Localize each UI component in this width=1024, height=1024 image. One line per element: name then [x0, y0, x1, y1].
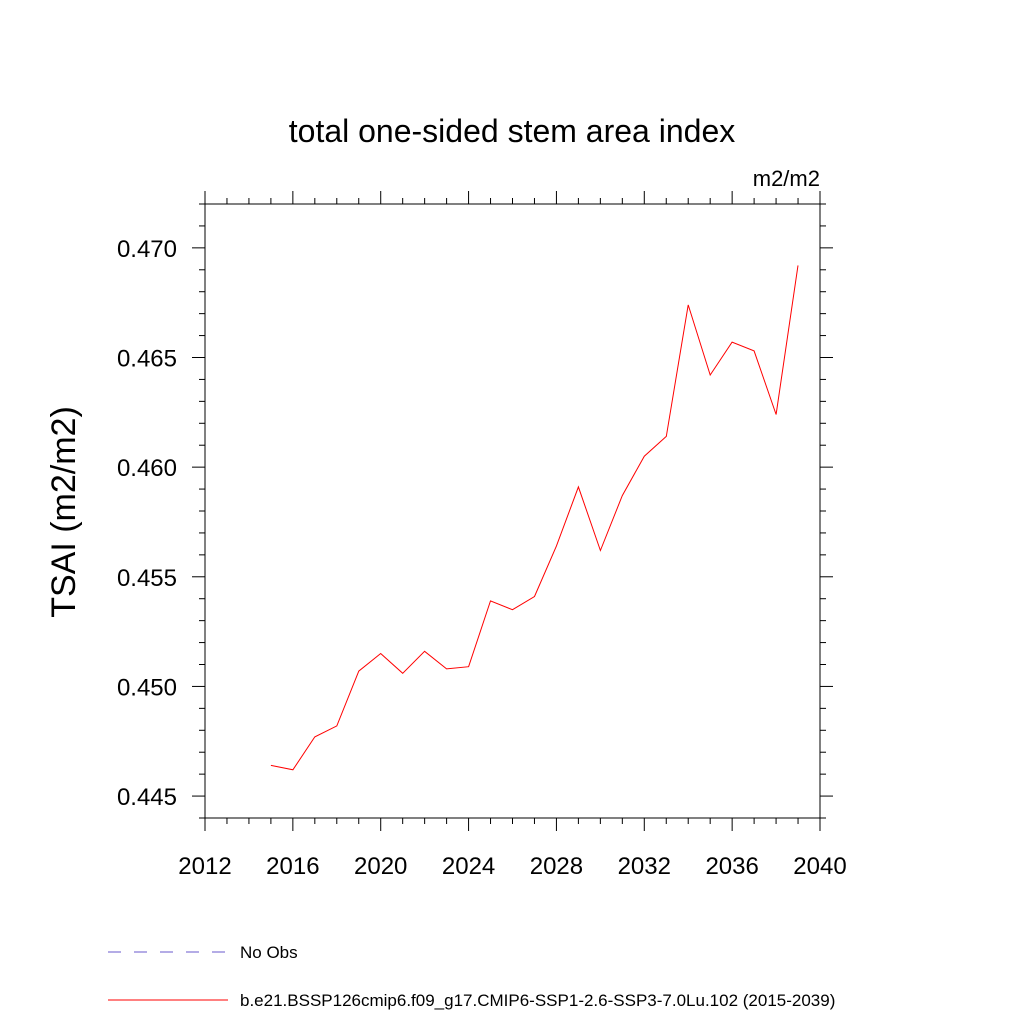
x-tick-label: 2036	[705, 853, 758, 880]
series-lines	[270, 265, 799, 771]
x-tick-label: 2016	[266, 853, 319, 880]
chart-title: total one-sided stem area index	[289, 113, 735, 149]
x-tick-label: 2040	[793, 853, 846, 880]
y-axis-label: TSAI (m2/m2)	[45, 406, 83, 618]
y-tick-labels: 0.445 0.450 0.455 0.460 0.465 0.470	[117, 236, 177, 811]
y-tick-label: 0.470	[117, 236, 177, 263]
x-tick-label: 2020	[354, 853, 407, 880]
series-line	[270, 265, 799, 771]
legend: No Obs b.e21.BSSP126cmip6.f09_g17.CMIP6-S…	[108, 943, 835, 1010]
y-tick-label: 0.460	[117, 455, 177, 482]
plot-frame	[204, 203, 821, 819]
y-tick-label: 0.450	[117, 674, 177, 701]
x-tick-label: 2024	[442, 853, 495, 880]
y-tick-label: 0.445	[117, 784, 177, 811]
x-tick-label: 2028	[530, 853, 583, 880]
y-tick-label: 0.455	[117, 565, 177, 592]
axis-ticks	[192, 191, 833, 831]
x-tick-label: 2032	[618, 853, 671, 880]
x-tick-label: 2012	[178, 853, 231, 880]
y-tick-label: 0.465	[117, 346, 177, 373]
legend-label: b.e21.BSSP126cmip6.f09_g17.CMIP6-SSP1-2.…	[240, 991, 835, 1010]
legend-label: No Obs	[240, 943, 298, 962]
x-tick-labels: 2012 2016 2020 2024 2028 2032 2036 2040	[178, 853, 846, 880]
units-label: m2/m2	[753, 166, 820, 191]
